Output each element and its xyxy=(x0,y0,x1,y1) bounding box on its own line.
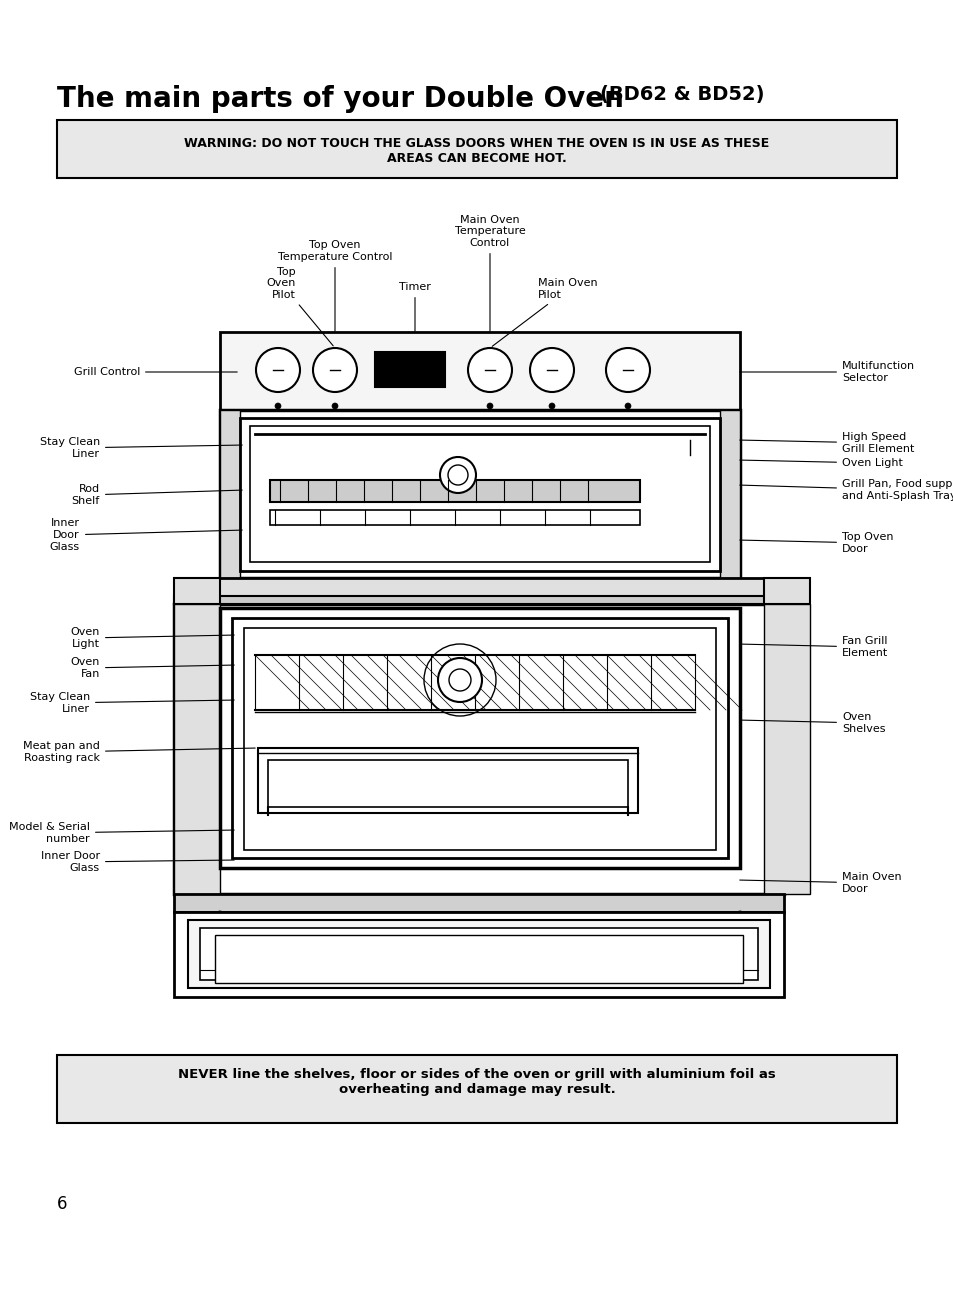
Ellipse shape xyxy=(208,963,218,974)
Text: Rod
Shelf: Rod Shelf xyxy=(71,484,242,506)
Bar xyxy=(214,934,742,983)
Text: Oven
Fan: Oven Fan xyxy=(71,658,234,679)
Text: Meat pan and
Roasting rack: Meat pan and Roasting rack xyxy=(23,741,255,763)
Text: Top Oven
Temperature Control: Top Oven Temperature Control xyxy=(277,240,392,331)
Text: Stay Clean
Liner: Stay Clean Liner xyxy=(40,437,242,459)
Ellipse shape xyxy=(548,403,555,408)
Bar xyxy=(250,425,709,562)
Text: Stay Clean
Liner: Stay Clean Liner xyxy=(30,692,234,714)
Text: Top
Oven
Pilot: Top Oven Pilot xyxy=(266,266,333,346)
Bar xyxy=(220,410,740,578)
Ellipse shape xyxy=(449,669,471,692)
Text: NEVER line the shelves, floor or sides of the oven or grill with aluminium foil : NEVER line the shelves, floor or sides o… xyxy=(178,1067,775,1096)
Ellipse shape xyxy=(255,348,299,392)
Text: Oven
Light: Oven Light xyxy=(71,628,234,649)
Text: Main Oven
Temperature
Control: Main Oven Temperature Control xyxy=(455,215,525,331)
Text: 6: 6 xyxy=(57,1195,68,1214)
Text: Fan Grill
Element: Fan Grill Element xyxy=(739,637,887,658)
Text: Main Oven
Pilot: Main Oven Pilot xyxy=(492,278,597,346)
Ellipse shape xyxy=(741,963,751,974)
Ellipse shape xyxy=(486,403,493,408)
Text: Grill Pan, Food support
and Anti-Splash Tray: Grill Pan, Food support and Anti-Splash … xyxy=(739,479,953,501)
Bar xyxy=(240,418,720,572)
Bar xyxy=(375,352,444,388)
Text: Oven
Shelves: Oven Shelves xyxy=(739,713,884,733)
Bar xyxy=(173,604,783,894)
Ellipse shape xyxy=(439,457,476,493)
Bar xyxy=(57,1054,896,1124)
Bar xyxy=(188,920,769,988)
Bar xyxy=(173,912,783,997)
Text: Main Oven
Door: Main Oven Door xyxy=(739,872,901,894)
Text: (BD62 & BD52): (BD62 & BD52) xyxy=(599,85,763,104)
Text: Top Oven
Door: Top Oven Door xyxy=(739,532,893,553)
Text: Inner Door
Glass: Inner Door Glass xyxy=(41,851,234,873)
Bar xyxy=(220,410,240,578)
Bar xyxy=(232,619,727,857)
Bar xyxy=(173,604,220,894)
Bar xyxy=(763,578,809,604)
Bar xyxy=(257,748,638,813)
Ellipse shape xyxy=(332,403,337,408)
Bar xyxy=(173,894,783,912)
Ellipse shape xyxy=(530,348,574,392)
Ellipse shape xyxy=(274,403,281,408)
Bar xyxy=(244,628,716,850)
Bar xyxy=(220,331,740,412)
Text: Grill Control: Grill Control xyxy=(73,367,237,377)
Text: Inner
Door
Glass: Inner Door Glass xyxy=(50,518,242,552)
Bar xyxy=(173,578,783,596)
Bar xyxy=(720,410,740,578)
Text: Timer: Timer xyxy=(398,282,431,331)
Ellipse shape xyxy=(437,658,481,702)
Bar xyxy=(173,596,783,604)
Bar xyxy=(270,480,639,502)
Bar xyxy=(57,120,896,177)
Ellipse shape xyxy=(605,348,649,392)
Text: High Speed
Grill Element: High Speed Grill Element xyxy=(739,432,913,454)
Text: The main parts of your Double Oven: The main parts of your Double Oven xyxy=(57,85,623,114)
Ellipse shape xyxy=(313,348,356,392)
Bar xyxy=(220,608,740,868)
Bar xyxy=(268,760,627,806)
Ellipse shape xyxy=(448,465,468,485)
Bar xyxy=(270,510,639,525)
Ellipse shape xyxy=(468,348,512,392)
Text: Oven Light: Oven Light xyxy=(739,458,902,468)
Bar xyxy=(763,604,809,894)
Bar xyxy=(200,928,758,980)
Text: Model & Serial
number: Model & Serial number xyxy=(9,822,234,844)
Ellipse shape xyxy=(624,403,630,408)
Text: Multifunction
Selector: Multifunction Selector xyxy=(739,361,914,382)
Text: WARNING: DO NOT TOUCH THE GLASS DOORS WHEN THE OVEN IS IN USE AS THESE
AREAS CAN: WARNING: DO NOT TOUCH THE GLASS DOORS WH… xyxy=(184,137,769,164)
Bar xyxy=(173,578,220,604)
